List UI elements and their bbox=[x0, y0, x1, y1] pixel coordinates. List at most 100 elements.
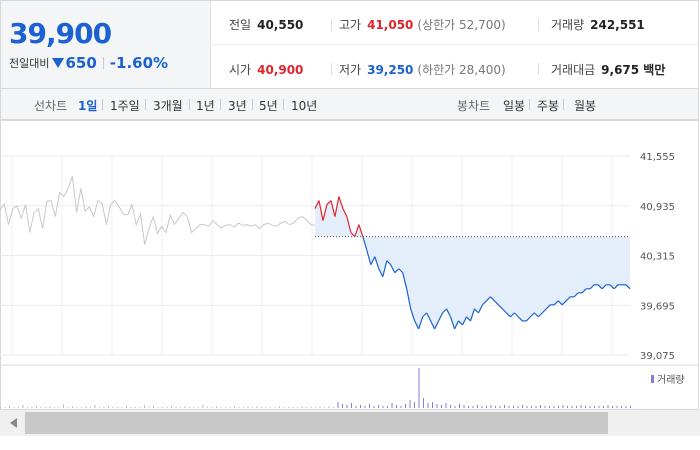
volume-bar bbox=[517, 406, 519, 408]
volume-bar bbox=[229, 407, 231, 408]
price-segment-down bbox=[454, 320, 460, 330]
tab-weekly-candle[interactable]: 주봉 bbox=[537, 99, 560, 113]
price-segment-up bbox=[342, 208, 348, 217]
price-segment-down bbox=[557, 300, 563, 306]
current-price: 39,900 bbox=[9, 17, 112, 50]
price-segment-down bbox=[430, 320, 436, 330]
volume-bar bbox=[72, 406, 73, 408]
tab-1day[interactable]: 1일 bbox=[78, 99, 98, 113]
volume-bar bbox=[486, 406, 487, 408]
volume-bar bbox=[108, 406, 109, 408]
volume-bar bbox=[594, 406, 595, 408]
tab-monthly-candle[interactable]: 월봉 bbox=[574, 99, 597, 113]
volume-bar bbox=[117, 407, 118, 408]
price-segment-down bbox=[581, 288, 587, 294]
volume-bar bbox=[598, 406, 600, 408]
tab-5year[interactable]: 5년 bbox=[259, 99, 278, 113]
volume-bar bbox=[301, 406, 303, 408]
tab-3year[interactable]: 3년 bbox=[228, 99, 247, 113]
volume-bar bbox=[490, 405, 492, 408]
price-segment-down bbox=[426, 312, 432, 322]
price-segment-down bbox=[601, 284, 607, 290]
volume-bar bbox=[58, 407, 60, 408]
volume-bar bbox=[189, 407, 190, 408]
price-segment-down bbox=[525, 316, 531, 322]
y-axis: 41,555 40,935 40,315 39,695 39,075 bbox=[640, 152, 675, 362]
volume-bar bbox=[139, 407, 141, 408]
volume-legend-label: 거래량 bbox=[657, 374, 685, 386]
volume-bar bbox=[607, 405, 609, 408]
volume-bar bbox=[409, 400, 411, 408]
volume-bar bbox=[454, 406, 456, 408]
volume-bar bbox=[238, 407, 240, 408]
high-label: 고가 bbox=[339, 18, 362, 32]
volume-bar bbox=[0, 407, 1, 408]
trade-value: 9,675 백만 bbox=[601, 63, 666, 77]
volume-bar bbox=[99, 407, 100, 408]
price-segment-down bbox=[501, 308, 507, 314]
volume-group bbox=[0, 368, 631, 408]
volume-bar bbox=[355, 406, 357, 408]
price-segment-down bbox=[434, 320, 440, 330]
volume-bar bbox=[207, 407, 208, 408]
price-segment-down bbox=[370, 256, 376, 265]
horizontal-scrollbar[interactable] bbox=[0, 410, 700, 436]
volume-bar bbox=[400, 406, 402, 408]
y-tick-label: 39,075 bbox=[640, 351, 675, 362]
volume-bar bbox=[184, 406, 186, 408]
volume-bar bbox=[247, 407, 249, 408]
volume-bar bbox=[18, 407, 19, 408]
high-cell: 고가 41,050 (상한가 52,700) bbox=[339, 16, 506, 33]
volume-bar bbox=[319, 407, 321, 408]
volume-bar bbox=[265, 407, 267, 408]
current-price-box: 39,900 전일대비 650 -1.60% bbox=[1, 1, 211, 88]
price-segment-down bbox=[461, 316, 468, 326]
volume-bar bbox=[94, 405, 96, 408]
price-segment-down bbox=[561, 300, 567, 306]
price-segment-down bbox=[477, 304, 484, 314]
divider bbox=[252, 99, 253, 110]
tab-3month[interactable]: 3개월 bbox=[153, 99, 183, 113]
scrollbar-thumb[interactable] bbox=[25, 412, 608, 434]
divider bbox=[283, 99, 284, 110]
volume-bar bbox=[405, 404, 406, 408]
low-cell: 저가 39,250 (하한가 28,400) bbox=[339, 61, 506, 78]
price-segment-down bbox=[458, 320, 463, 326]
tab-1week[interactable]: 1주일 bbox=[110, 99, 140, 113]
volume-bar bbox=[306, 407, 307, 408]
price-segment-down bbox=[505, 312, 511, 318]
tab-daily-candle[interactable]: 일봉 bbox=[503, 99, 526, 113]
volume-bar bbox=[522, 405, 523, 408]
scroll-left-arrow-icon[interactable] bbox=[10, 418, 17, 428]
volume-bar bbox=[211, 407, 213, 408]
volume-bar bbox=[391, 403, 393, 408]
price-segment-down bbox=[625, 284, 631, 290]
tab-10year[interactable]: 10년 bbox=[291, 99, 318, 113]
volume-bar bbox=[36, 406, 37, 408]
volume-bar bbox=[463, 405, 465, 408]
price-segment-down bbox=[497, 304, 503, 310]
volume-bar bbox=[121, 407, 123, 408]
price-segment-down bbox=[482, 300, 487, 306]
price-segment-down bbox=[378, 268, 384, 278]
volume-bar bbox=[513, 406, 514, 408]
high-value: 41,050 bbox=[367, 17, 414, 32]
volume-bar bbox=[364, 406, 366, 408]
price-segment-down bbox=[486, 296, 491, 302]
volume-bar bbox=[477, 405, 478, 408]
volume-bar bbox=[630, 406, 631, 408]
price-segment-down bbox=[597, 284, 603, 290]
volume-bar bbox=[283, 407, 285, 408]
price-segment-down bbox=[374, 256, 380, 269]
candle-chart-label: 봉차트 bbox=[457, 99, 491, 113]
price-segment-up bbox=[354, 224, 360, 237]
volume-bar bbox=[153, 406, 154, 408]
volume-bar bbox=[445, 403, 447, 408]
volume-bar bbox=[324, 407, 325, 408]
price-segment-down bbox=[613, 284, 619, 290]
tab-1year[interactable]: 1년 bbox=[196, 99, 215, 113]
price-segment-down bbox=[513, 312, 519, 318]
volume-bar bbox=[130, 407, 132, 408]
volume-bar bbox=[126, 406, 127, 408]
volume-bar bbox=[414, 402, 415, 408]
